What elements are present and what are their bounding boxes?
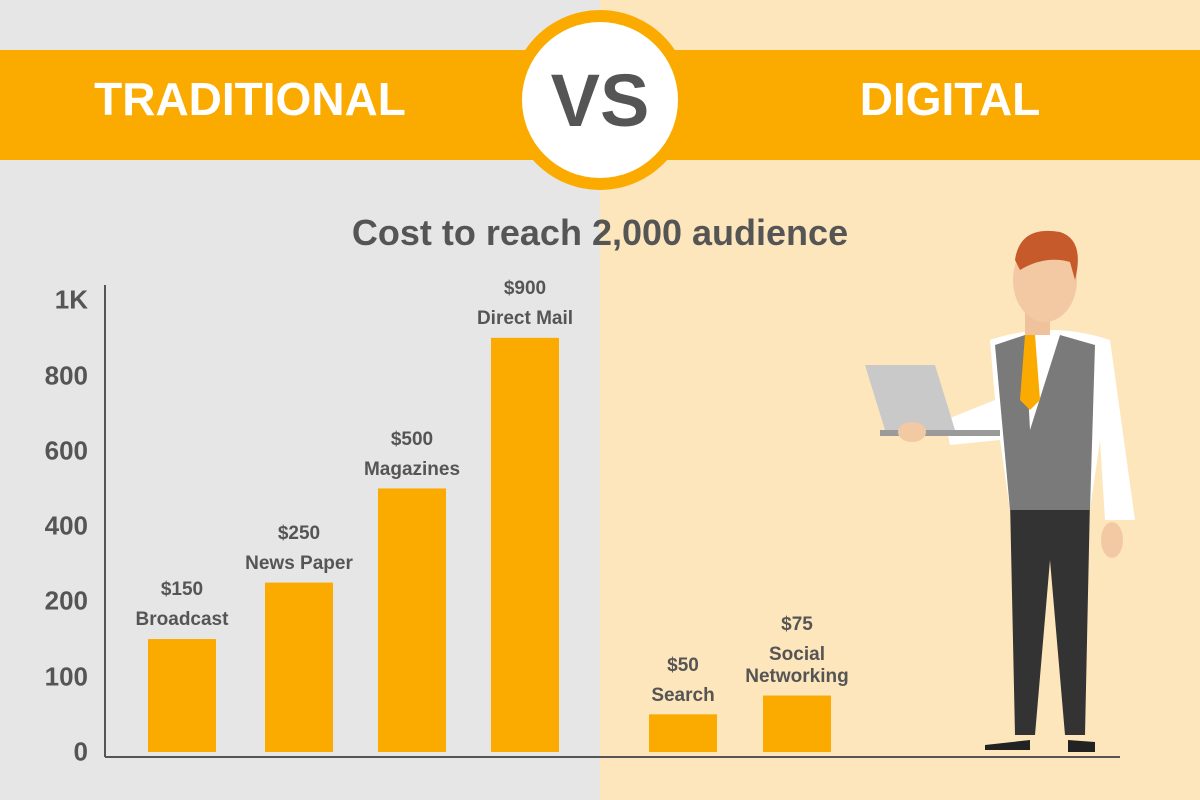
person [865,230,1135,752]
left-heading: TRADITIONAL [94,73,406,125]
bar-label: $50 Search [613,655,753,707]
y-tick-label: 600 [44,435,88,466]
bar [265,582,333,752]
y-tick-label: 1K [54,284,88,315]
bar [763,695,831,752]
y-tick-label: 800 [44,360,88,390]
value-label: $50 [667,654,699,676]
y-tick-label: 200 [44,585,88,616]
value-label: $75 [781,614,813,635]
bar [148,639,216,752]
value-label: $500 [390,428,434,450]
value-label: $150 [160,579,204,601]
category-label: Direct Mail [476,308,574,330]
bar-label: $900 Direct Mail [455,278,595,330]
bar [649,714,717,752]
bar-label: $75 Social Networking [742,614,852,688]
bar-label: $500 Magazines [342,429,482,481]
value-label: $250 [277,522,321,544]
right-heading: DIGITAL [859,73,1041,125]
bar-label: $250 News Paper [229,523,369,575]
bar [378,488,446,752]
y-tick-label: 0 [73,736,88,767]
category-label: News Paper [245,552,353,574]
vs-label: VS [550,59,650,142]
bar-label: $150 Broadcast [112,579,252,631]
category-label: Search [651,684,715,706]
category-label: Magazines [363,458,461,480]
value-label: $900 [503,278,547,300]
bar [491,337,559,752]
y-tick-label: 400 [44,510,88,541]
category-label: Social Networking [745,643,849,687]
vs-circle [522,22,678,178]
chart-title: Cost to reach 2,000 audience [351,212,849,253]
y-tick-label: 100 [44,661,88,692]
category-label: Broadcast [135,609,229,631]
